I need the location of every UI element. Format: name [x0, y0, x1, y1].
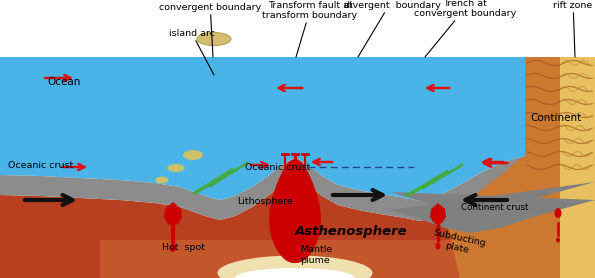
Polygon shape — [430, 203, 446, 225]
Ellipse shape — [436, 242, 440, 249]
Ellipse shape — [197, 33, 231, 46]
Polygon shape — [0, 176, 525, 278]
Text: Transform fault at
transform boundary: Transform fault at transform boundary — [262, 1, 358, 57]
Text: Lithosphere: Lithosphere — [237, 197, 293, 207]
Text: Ocean: Ocean — [47, 77, 80, 87]
Text: Oceanic crust: Oceanic crust — [245, 163, 310, 173]
Text: Hot  spot: Hot spot — [162, 244, 205, 252]
Text: Continental
rift zone: Continental rift zone — [546, 0, 595, 57]
Polygon shape — [269, 160, 321, 263]
Polygon shape — [560, 57, 595, 278]
Polygon shape — [390, 182, 595, 233]
Text: Subducting
plate: Subducting plate — [430, 228, 486, 258]
Text: Oceanic crust: Oceanic crust — [8, 160, 73, 170]
Polygon shape — [445, 57, 595, 278]
Polygon shape — [0, 156, 525, 221]
Ellipse shape — [555, 208, 562, 218]
Text: island arc: island arc — [169, 29, 215, 75]
Ellipse shape — [168, 164, 184, 172]
Polygon shape — [100, 240, 470, 278]
Text: Mantle
plume: Mantle plume — [300, 245, 332, 265]
Ellipse shape — [155, 177, 168, 183]
Text: Asthenosphere: Asthenosphere — [295, 225, 408, 239]
Ellipse shape — [556, 237, 560, 242]
Ellipse shape — [170, 244, 176, 252]
Ellipse shape — [183, 150, 203, 160]
Text: Trench at
convergent boundary: Trench at convergent boundary — [414, 0, 516, 57]
Ellipse shape — [218, 255, 372, 278]
Text: Continent: Continent — [530, 113, 581, 123]
Polygon shape — [0, 57, 525, 201]
Polygon shape — [164, 202, 182, 226]
Text: Oceanic ridge at
divergent  boundary: Oceanic ridge at divergent boundary — [343, 0, 440, 57]
Text: Trench at
convergent boundary: Trench at convergent boundary — [159, 0, 261, 57]
Ellipse shape — [235, 268, 355, 278]
Text: Continent crust: Continent crust — [461, 202, 528, 212]
